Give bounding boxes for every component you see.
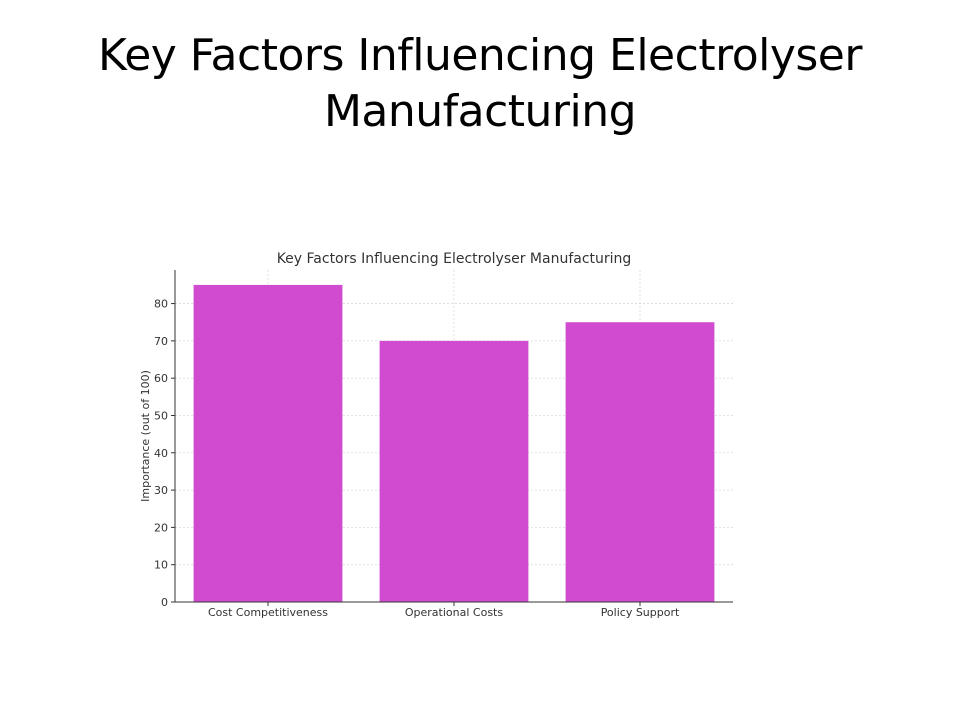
y-tick-label: 80 — [154, 298, 168, 311]
y-tick-label: 20 — [154, 521, 168, 534]
chart-svg: Key Factors Influencing Electrolyser Man… — [139, 251, 733, 619]
x-tick-label: Policy Support — [601, 606, 680, 619]
y-tick-label: 0 — [161, 596, 168, 609]
tick-labels: 0 10 20 30 40 50 60 70 80 Cost Competitiveness Ope… — [154, 298, 680, 619]
bar-1 — [379, 340, 529, 602]
x-tick-label: Cost Competitiveness — [208, 606, 328, 619]
slide-title: Key Factors Influencing Electrolyser Man… — [98, 30, 862, 137]
axes — [171, 270, 733, 606]
bar-0 — [193, 284, 343, 602]
chart-title: Key Factors Influencing Electrolyser Man… — [277, 251, 632, 267]
bars — [193, 284, 715, 602]
y-axis-label: Importance (out of 100) — [139, 370, 152, 502]
bar-chart: Key Factors Influencing Electrolyser Man… — [130, 240, 750, 630]
y-tick-label: 60 — [154, 372, 168, 385]
y-tick-label: 40 — [154, 447, 168, 460]
y-tick-label: 50 — [154, 409, 168, 422]
x-tick-label: Operational Costs — [405, 606, 503, 619]
y-tick-label: 30 — [154, 484, 168, 497]
bar-2 — [565, 322, 715, 602]
y-tick-label: 70 — [154, 335, 168, 348]
y-tick-label: 10 — [154, 559, 168, 572]
